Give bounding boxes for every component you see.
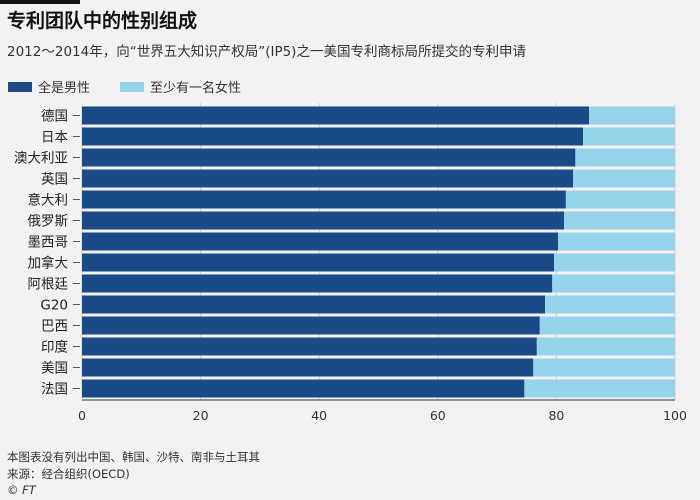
x-tick-label-0: 0 (78, 408, 86, 423)
bar-all-male-4 (82, 190, 566, 209)
bar-at-least-one-female-6 (558, 232, 675, 251)
chart-title: 专利团队中的性别组成 (7, 10, 198, 32)
bar-at-least-one-female-12 (533, 358, 675, 377)
bar-at-least-one-female-11 (536, 337, 675, 356)
bar-all-male-9 (82, 295, 546, 314)
legend-swatch-all-male (8, 81, 32, 92)
bar-at-least-one-female-2 (575, 148, 675, 167)
category-label-10: 巴西 (41, 319, 68, 335)
bar-at-least-one-female-9 (545, 295, 675, 314)
legend-swatch-at-least-one-female (120, 81, 144, 92)
bar-at-least-one-female-1 (583, 127, 675, 146)
bar-at-least-one-female-4 (565, 190, 675, 209)
bar-at-least-one-female-8 (552, 274, 675, 293)
bar-all-male-5 (82, 211, 565, 230)
brand-bar (0, 0, 80, 4)
bar-all-male-11 (82, 337, 537, 356)
category-label-11: 印度 (41, 340, 68, 356)
category-label-2: 澳大利亚 (14, 151, 68, 167)
category-label-5: 俄罗斯 (28, 214, 69, 230)
bar-all-male-8 (82, 274, 553, 293)
source-line: 来源：经合组织(OECD) (7, 467, 130, 481)
copyright-credit: © FT (7, 483, 36, 497)
x-tick-label-5: 100 (663, 408, 687, 423)
legend-item-at-least-one-female: 至少有一名女性 (120, 77, 241, 96)
category-label-13: 法国 (41, 382, 68, 398)
x-tick-label-1: 20 (193, 408, 209, 423)
category-label-9: G20 (40, 298, 68, 314)
legend-label-at-least-one-female: 至少有一名女性 (150, 81, 242, 96)
category-label-3: 英国 (41, 171, 68, 188)
bar-all-male-13 (82, 379, 525, 398)
bar-at-least-one-female-7 (554, 253, 675, 272)
legend-item-all-male: 全是男性 (8, 77, 90, 96)
category-label-1: 日本 (41, 130, 68, 146)
category-label-8: 阿根廷 (28, 277, 69, 293)
bar-at-least-one-female-3 (573, 169, 675, 188)
bar-at-least-one-female-10 (539, 316, 675, 335)
x-tick-label-2: 40 (311, 408, 327, 423)
bar-at-least-one-female-0 (589, 106, 675, 125)
category-label-6: 墨西哥 (28, 235, 69, 251)
bar-all-male-0 (82, 106, 590, 125)
category-label-7: 加拿大 (28, 255, 69, 272)
bar-at-least-one-female-5 (564, 211, 675, 230)
bar-all-male-10 (82, 316, 540, 335)
category-label-4: 意大利 (28, 192, 69, 209)
category-label-0: 德国 (41, 109, 68, 125)
legend-label-all-male: 全是男性 (38, 81, 91, 96)
bar-all-male-12 (82, 358, 534, 377)
bar-all-male-3 (82, 169, 574, 188)
footnote: 本图表没有列出中国、韩国、沙特、南非与土耳其 (7, 450, 260, 464)
x-tick-label-4: 80 (548, 408, 564, 423)
bar-all-male-6 (82, 232, 559, 251)
chart-subtitle: 2012～2014年，向“世界五大知识产权局”(IP5)之一美国专利商标局所提交… (7, 44, 526, 60)
x-tick-label-3: 60 (430, 408, 446, 423)
bar-all-male-1 (82, 127, 584, 146)
bar-all-male-7 (82, 253, 555, 272)
category-label-12: 美国 (41, 361, 68, 377)
bar-all-male-2 (82, 148, 576, 167)
bar-at-least-one-female-13 (524, 379, 675, 398)
